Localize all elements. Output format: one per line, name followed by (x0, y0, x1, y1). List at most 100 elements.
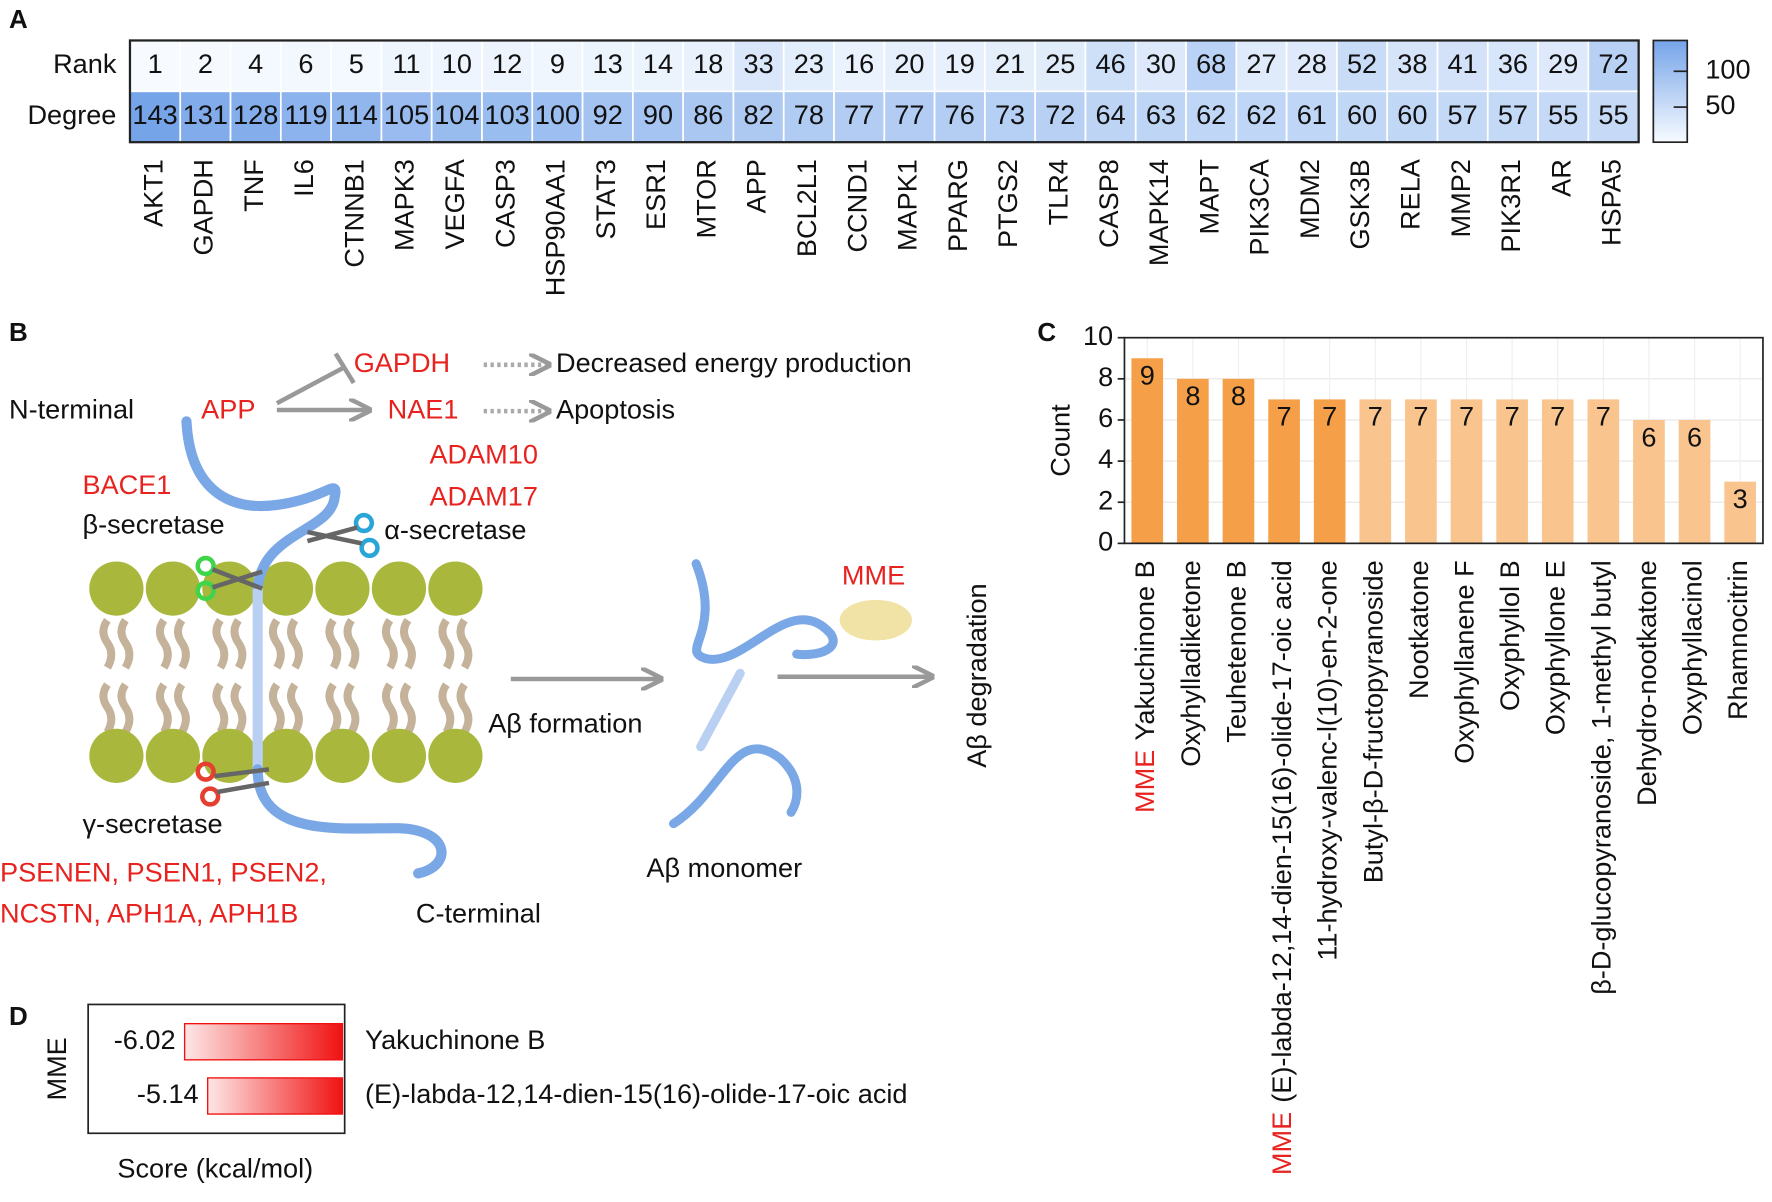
x-tick-label: CTNNB1 (338, 159, 369, 267)
heat-cell (1084, 90, 1137, 144)
colorbar (1652, 39, 1689, 144)
value-label: 7 (1322, 401, 1337, 432)
category-label: Oxyphyllanene F (1449, 560, 1480, 763)
heat-cell (179, 90, 232, 144)
cell-label: 18 (693, 48, 723, 79)
x-tick-label: Teuhetenone B (1221, 560, 1252, 742)
label: APP (201, 393, 255, 424)
heat-cell (933, 39, 986, 93)
heat-cell (581, 39, 634, 93)
cell-label: 114 (335, 99, 378, 130)
value-label: 7 (1596, 401, 1611, 432)
x-tick-label: β-D-glucopyranoside, 1-methyl butyl (1585, 560, 1616, 994)
x-tick-label: PPARG (942, 159, 973, 252)
category-label: Oxyphyllol B (1494, 560, 1525, 711)
x-tick-label: Butyl-β-D-fructopyranoside (1357, 560, 1388, 883)
cell-label: 60 (1347, 99, 1377, 130)
x-tick-label: Dehydro-nootkatone (1631, 560, 1662, 806)
cell-label: 12 (492, 48, 522, 79)
cell-label: 62 (1246, 99, 1276, 130)
lipid-head (89, 561, 144, 616)
x-tick-label: IL6 (288, 159, 319, 197)
label: C-terminal (416, 897, 541, 928)
cell-label: 55 (1548, 99, 1578, 130)
cell-label: 33 (744, 48, 774, 79)
bar (1268, 399, 1300, 544)
x-tick-label: MME Yakuchinone B (1129, 560, 1160, 813)
lipid-tail (287, 617, 303, 670)
x-tick-label: CASP3 (489, 159, 520, 248)
cell-label: 10 (442, 48, 472, 79)
lipid-tail (456, 682, 473, 735)
x-tick-label: GAPDH (188, 159, 219, 255)
category-label: Teuhetenone B (1221, 560, 1252, 742)
cell-label: 76 (945, 99, 975, 130)
cell-label: 100 (535, 99, 580, 130)
x-tick-label: BCL2L1 (791, 159, 822, 257)
colorbar-label: 50 (1705, 89, 1735, 120)
x-tick-label: MAPK1 (892, 159, 923, 251)
heat-cell (1235, 90, 1288, 144)
x-tick-label: HSP90AA1 (540, 159, 571, 296)
cell-label: 28 (1297, 48, 1327, 79)
value-label: -6.02 (114, 1024, 176, 1055)
lipid-tail (287, 682, 303, 735)
cell-label: 52 (1347, 48, 1377, 79)
label: GAPDH (354, 347, 450, 378)
label: BACE1 (82, 469, 171, 500)
lipid-head (428, 728, 483, 783)
lipid-head (89, 728, 144, 783)
label: PSENEN, PSEN1, PSEN2, (0, 857, 327, 888)
x-axis-label: Score (kcal/mol) (117, 1153, 313, 1184)
category-label: Yakuchinone B (365, 1024, 545, 1055)
lipid-tail (174, 682, 190, 735)
cell-label: 61 (1297, 99, 1327, 130)
heat-cell (1285, 90, 1338, 144)
membrane (89, 561, 483, 783)
x-tick-label: Nootkatone (1403, 560, 1434, 699)
lipid-tail (325, 682, 342, 735)
lipid-tail (381, 682, 398, 735)
lipid-tail (400, 682, 416, 735)
label: ADAM10 (429, 439, 537, 470)
cell-label: 105 (384, 99, 429, 130)
lipid-tail (268, 617, 285, 670)
bar (1222, 378, 1255, 544)
cell-label: 11 (392, 48, 420, 79)
scissors (195, 512, 380, 807)
cell-label: 60 (1397, 99, 1427, 130)
cell-label: 21 (995, 48, 1025, 79)
bar (1541, 399, 1574, 544)
category-label: Oxyphyllone E (1540, 560, 1571, 735)
heat-cell (883, 39, 936, 93)
bar (1587, 399, 1620, 544)
label: Decreased energy production (556, 347, 912, 378)
inhibition (275, 352, 356, 406)
row-label: Rank (53, 48, 117, 79)
x-tick-label: Rhamnocitrin (1722, 560, 1753, 720)
cell-label: 72 (1045, 99, 1075, 130)
lipid-tail (99, 617, 116, 670)
lipid-head (145, 728, 201, 783)
value-label: 7 (1459, 401, 1474, 432)
lipid-head (371, 561, 427, 616)
lipid-tail (117, 682, 134, 735)
cell-label: 13 (593, 48, 623, 79)
category-label: Yakuchinone B (1129, 560, 1160, 740)
lipid-tail (155, 617, 172, 670)
cell-label: 143 (132, 99, 177, 130)
cell-label: 5 (349, 48, 364, 79)
value-label: 8 (1185, 380, 1200, 411)
lipid-tail (174, 617, 190, 670)
y-axis-label: MME (41, 1037, 72, 1100)
bar (1313, 399, 1346, 544)
diagram: N-terminal APP GAPDH NAE1 Decreased ener… (0, 347, 992, 928)
heat-cell (1537, 90, 1590, 144)
plot-frame (87, 1003, 346, 1135)
heat-cell (1185, 90, 1238, 144)
x-tick-label: PIK3R1 (1495, 159, 1526, 252)
value-label: 7 (1550, 401, 1565, 432)
label: Aβ formation (488, 707, 642, 738)
x-tick-label: MTOR (690, 159, 721, 238)
